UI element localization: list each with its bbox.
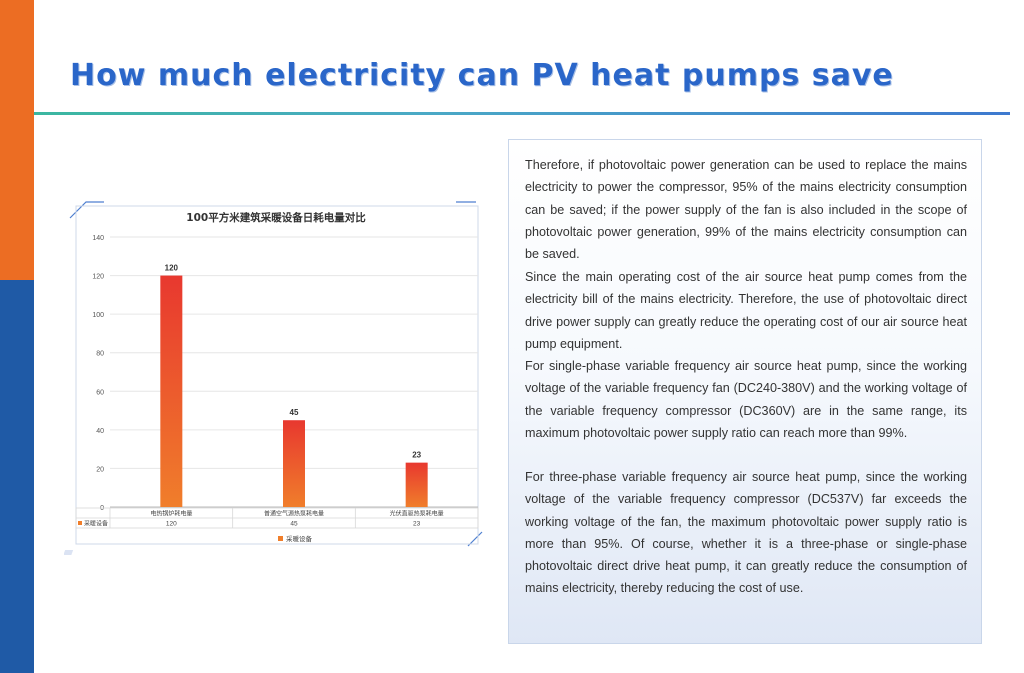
data-label: 45 bbox=[290, 408, 299, 417]
y-tick-label: 120 bbox=[92, 274, 104, 281]
chart-frame-border bbox=[75, 205, 479, 545]
x-category-label: 普通空气源热泵耗电量 bbox=[264, 510, 324, 518]
data-label: 120 bbox=[165, 264, 179, 273]
y-tick-label: 80 bbox=[96, 351, 104, 358]
bar bbox=[283, 420, 305, 507]
y-tick-label: 140 bbox=[92, 235, 104, 242]
x-category-label: 光伏直驱热泵耗电量 bbox=[390, 510, 444, 518]
blue-side-stripe bbox=[0, 280, 34, 673]
paragraph-4: For three-phase variable frequency air s… bbox=[525, 470, 967, 596]
legend-swatch bbox=[278, 536, 283, 541]
y-tick-label: 0 bbox=[100, 505, 104, 512]
table-value: 23 bbox=[413, 521, 421, 528]
y-tick-label: 60 bbox=[96, 389, 104, 396]
table-series-swatch bbox=[78, 521, 82, 525]
y-tick-label: 100 bbox=[92, 312, 104, 319]
chart-card: 100平方米建筑采暖设备日耗电量对比 0 20 40 60 80 100 120 140 120… bbox=[0, 196, 488, 560]
y-tick-label: 40 bbox=[96, 428, 104, 435]
dash-decoration bbox=[0, 550, 74, 555]
chart-title: 100平方米建筑采暖设备日耗电量对比 bbox=[186, 212, 366, 224]
data-label: 23 bbox=[412, 451, 421, 460]
frame-corner-top-left bbox=[69, 201, 104, 219]
page-title: How much electricity can PV heat pumps s… bbox=[70, 58, 894, 93]
plot-area: 0 20 40 60 80 100 120 140 120 45 23 电热锅炉耗电量 120 普通空气源… bbox=[75, 235, 479, 529]
paragraph-2: Since the main operating cost of the air… bbox=[525, 270, 967, 351]
x-category-label: 电热锅炉耗电量 bbox=[150, 510, 192, 518]
legend-label: 采暖设备 bbox=[286, 534, 313, 543]
table-value: 45 bbox=[290, 521, 298, 528]
orange-side-stripe bbox=[0, 0, 34, 280]
y-tick-label: 20 bbox=[96, 466, 104, 473]
dash-mark bbox=[63, 550, 74, 555]
table-series-name: 采暖设备 bbox=[84, 520, 108, 528]
title-underline bbox=[34, 112, 1010, 115]
legend: 采暖设备 bbox=[278, 534, 313, 543]
paragraph-3: For single-phase variable frequency air … bbox=[525, 359, 967, 440]
paragraph-1: Therefore, if photovoltaic power generat… bbox=[525, 158, 967, 262]
table-value: 120 bbox=[166, 521, 177, 528]
text-panel: Therefore, if photovoltaic power generat… bbox=[508, 139, 982, 644]
bar bbox=[405, 462, 428, 507]
bar bbox=[160, 275, 183, 507]
bar-chart: 0 20 40 60 80 100 120 140 120 45 23 电热锅炉耗电量 120 普通空气源… bbox=[0, 201, 483, 555]
